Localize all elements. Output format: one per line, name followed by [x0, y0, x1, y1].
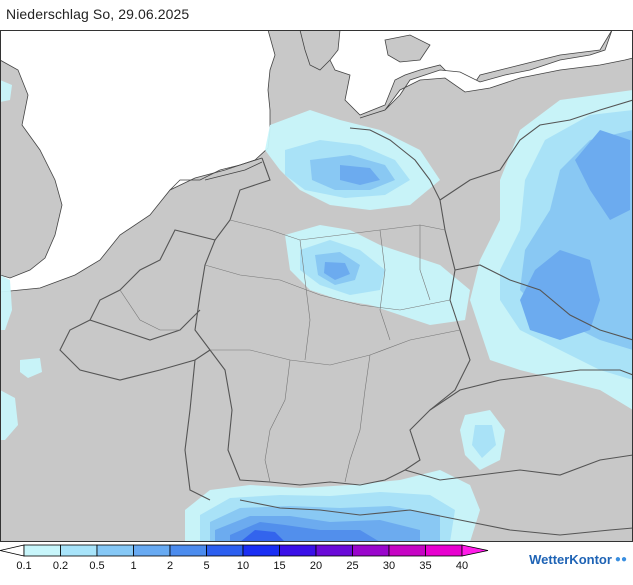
border-germany — [194, 127, 471, 486]
legend-swatch — [206, 544, 244, 557]
state-border-9 — [419, 225, 431, 301]
rain-blob-west-3 — [0, 390, 18, 440]
drops-icon: ●● — [614, 553, 627, 565]
legend-tick-label: 40 — [456, 560, 468, 572]
state-border-3 — [210, 329, 461, 366]
logo-text: WetterKontor — [529, 551, 612, 567]
rain-area-alps-deep — [240, 530, 285, 542]
rain-blob-west-2 — [20, 358, 42, 378]
legend-tick-label: 0.5 — [89, 560, 104, 572]
legend-swatch — [425, 544, 463, 557]
map-title: Niederschlag So, 29.06.2025 — [6, 6, 190, 22]
border-czech — [454, 264, 633, 341]
border-benelux — [89, 229, 216, 341]
rain-blob-nw — [0, 80, 12, 102]
coastline — [204, 161, 263, 181]
border-south-west — [184, 359, 211, 501]
rain-area-east-core2 — [520, 250, 600, 340]
state-borders — [119, 219, 461, 483]
legend-swatch — [60, 544, 98, 557]
border-austria-south — [239, 499, 633, 536]
state-border-6 — [299, 239, 311, 361]
legend-tick-label: 20 — [310, 560, 322, 572]
rain-blob-west-1 — [0, 275, 12, 330]
rain-area-central-dark — [324, 262, 350, 280]
legend-swatch — [96, 544, 134, 557]
legend-swatch — [388, 544, 426, 557]
legend-swatch — [169, 544, 207, 557]
border-austria — [404, 454, 633, 481]
state-border-7 — [379, 229, 391, 341]
legend-swatch — [242, 544, 280, 557]
border-poland — [439, 99, 633, 201]
wetterkontor-logo: WetterKontor ●● — [529, 550, 627, 568]
legend-tick-label: 30 — [383, 560, 395, 572]
state-border-2 — [204, 264, 451, 311]
legend-arrow-right — [461, 544, 489, 557]
precipitation-legend: 0.1 0.2 0.5 1 2 5 10 15 20 25 30 35 40 — [0, 542, 633, 580]
border-czech-south — [429, 369, 633, 411]
rain-blob-south-east-core — [472, 425, 496, 458]
legend-tick-label: 25 — [346, 560, 358, 572]
legend-arrow-left — [0, 544, 25, 557]
legend-swatch — [23, 544, 61, 557]
state-border-4 — [264, 359, 291, 483]
legend-swatch — [279, 544, 317, 557]
north-sea-coast — [169, 157, 263, 191]
border-france-belgium — [59, 319, 211, 381]
legend-tick-label: 5 — [203, 560, 209, 572]
legend-tick-label: 1 — [130, 560, 136, 572]
legend-tick-label: 0.2 — [53, 560, 68, 572]
legend-swatch — [315, 544, 353, 557]
country-borders — [59, 99, 633, 536]
land-baltic-islands — [384, 34, 431, 63]
legend-tick-label: 2 — [167, 560, 173, 572]
rain-area-east-core1 — [575, 130, 630, 220]
precipitation-map — [0, 30, 633, 542]
legend-swatch — [133, 544, 171, 557]
state-border-8 — [119, 289, 180, 331]
land-great-britain — [0, 59, 63, 279]
legend-tick-label: 35 — [419, 560, 431, 572]
legend-tick-label: 0.1 — [16, 560, 31, 572]
state-border-5 — [344, 354, 371, 483]
legend-tick-label: 15 — [273, 560, 285, 572]
rain-area-north-dark — [340, 165, 380, 185]
legend-tick-label: 10 — [237, 560, 249, 572]
baltic-sea — [359, 30, 633, 119]
legend-swatch — [352, 544, 390, 557]
coast-frisian — [204, 161, 263, 181]
land-denmark — [299, 30, 341, 71]
